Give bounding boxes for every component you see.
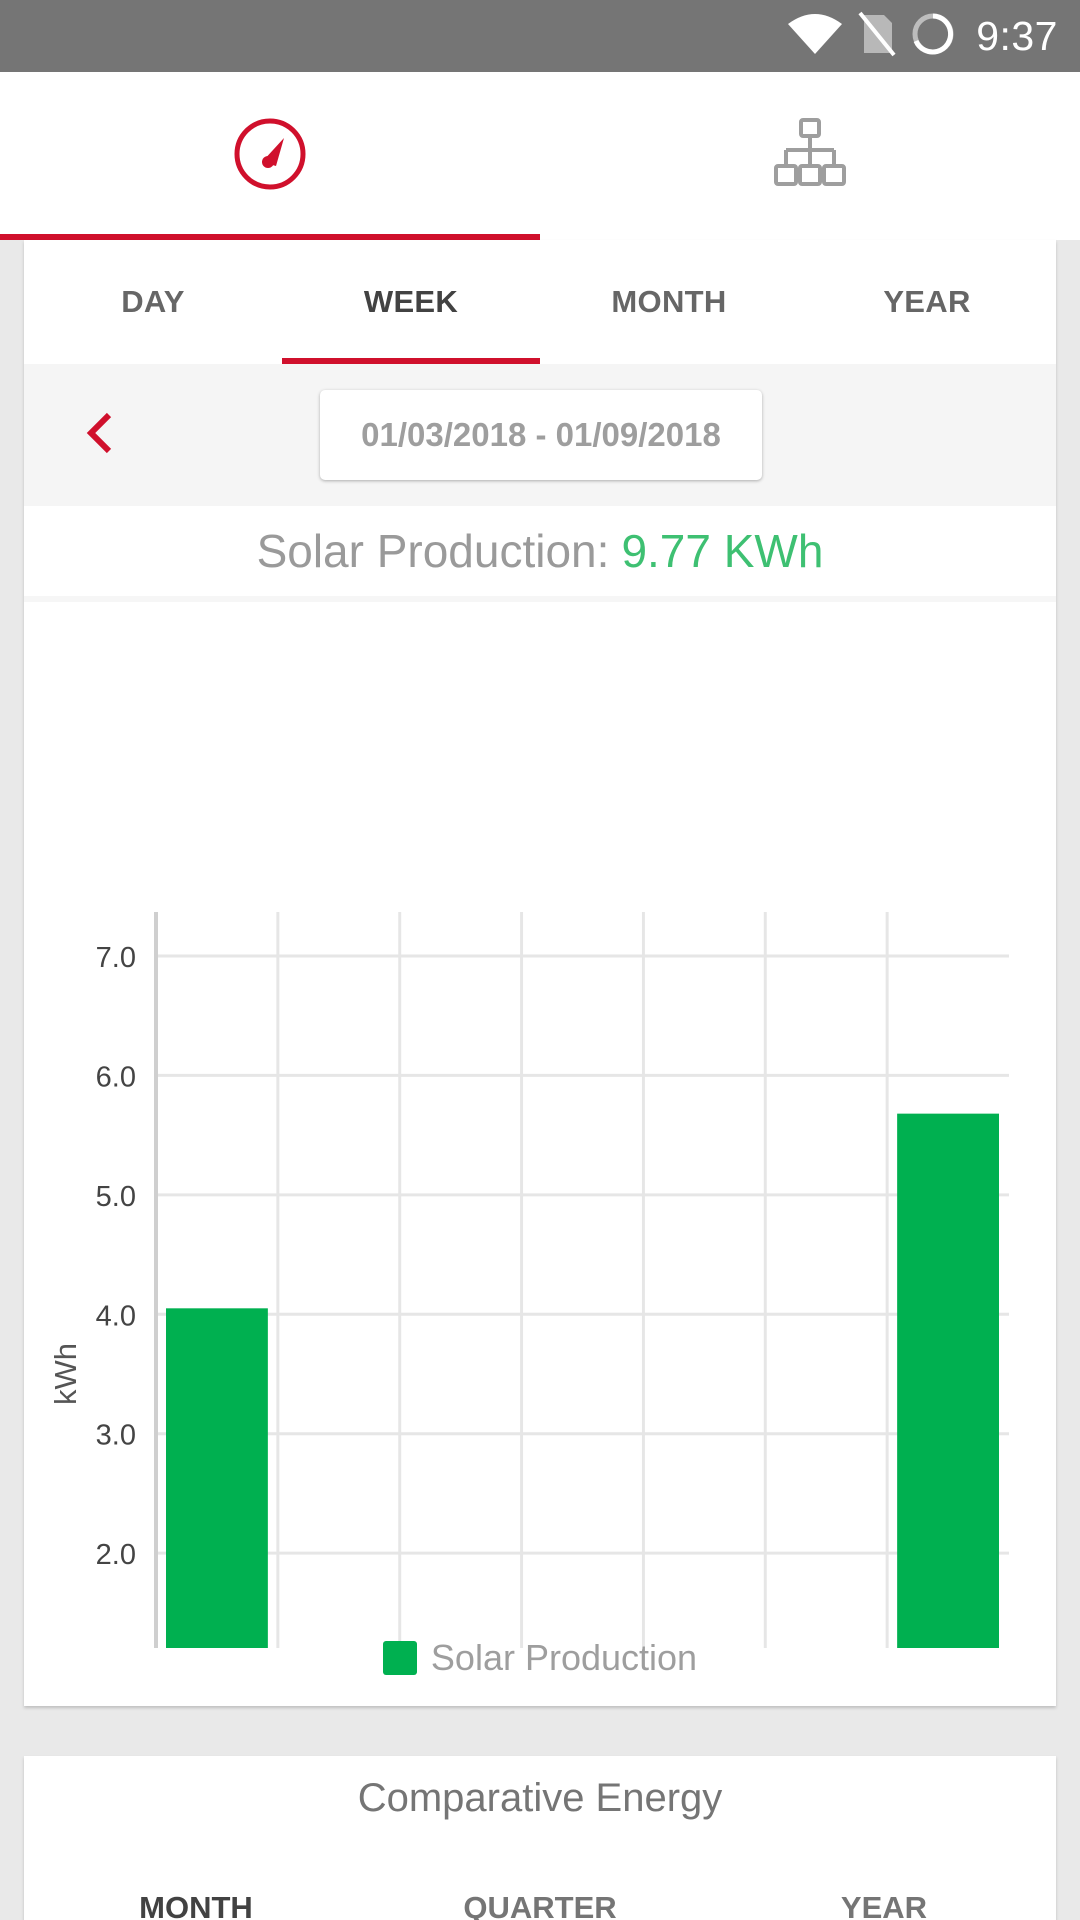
solar-production-chart: 0.01.02.03.04.05.06.07.01/31/41/51/61/71… [24,608,1056,1706]
tab-system[interactable] [540,72,1080,240]
loading-ring-icon [910,11,956,62]
legend-swatch [382,1641,417,1675]
previous-period-button[interactable] [70,400,130,470]
status-icons: 9:37 [786,0,1058,72]
tab-week[interactable]: WEEK [363,284,459,319]
comparative-tab-year[interactable]: YEAR [840,1890,928,1920]
production-card: DAY WEEK MONTH YEAR 01/03/2018 - 01/09/2… [24,240,1056,1706]
production-value: 9.77 KWh [621,525,824,577]
bar-1-3 [166,1308,268,1648]
legend-label: Solar Production [430,1637,698,1678]
active-tab-indicator [0,234,540,240]
tab-year[interactable]: YEAR [883,284,971,319]
comparative-title: Comparative Energy [357,1775,723,1820]
tab-day[interactable]: DAY [121,284,185,319]
status-time: 9:37 [976,12,1058,59]
chevron-left-icon [85,411,115,460]
tab-dashboard[interactable] [0,72,540,240]
production-label: Solar Production: [256,525,610,577]
y-tick-label: 5.0 [96,1181,136,1213]
range-tab-indicator [282,358,540,364]
comparative-energy-card: Comparative Energy MONTH QUARTER YEAR [24,1756,1056,1920]
top-navigation [0,72,1080,240]
range-tabs: DAY WEEK MONTH YEAR [24,240,1056,364]
y-axis-label: kWh [48,1343,83,1405]
chart-legend: Solar Production [24,1632,1056,1684]
hierarchy-icon [772,116,848,197]
bar-1-9 [897,1113,999,1648]
date-navigation: 01/03/2018 - 01/09/2018 [24,364,1056,506]
y-tick-label: 7.0 [96,942,136,974]
gauge-icon [232,116,308,197]
date-range-picker[interactable]: 01/03/2018 - 01/09/2018 [320,390,762,480]
comparative-tab-month[interactable]: MONTH [139,1890,253,1920]
tab-month[interactable]: MONTH [611,284,727,319]
bar-chart: 0.01.02.03.04.05.06.07.01/31/41/51/61/71… [48,912,1009,1648]
wifi-icon [786,12,844,61]
comparative-tab-quarter[interactable]: QUARTER [463,1890,617,1920]
no-sim-icon [858,11,896,62]
production-summary: Solar Production: 9.77 KWh [24,506,1056,602]
y-tick-label: 2.0 [96,1539,136,1571]
status-bar: 9:37 [0,0,1080,72]
y-tick-label: 6.0 [96,1061,136,1093]
y-tick-label: 3.0 [96,1420,136,1452]
y-tick-label: 4.0 [96,1300,136,1332]
